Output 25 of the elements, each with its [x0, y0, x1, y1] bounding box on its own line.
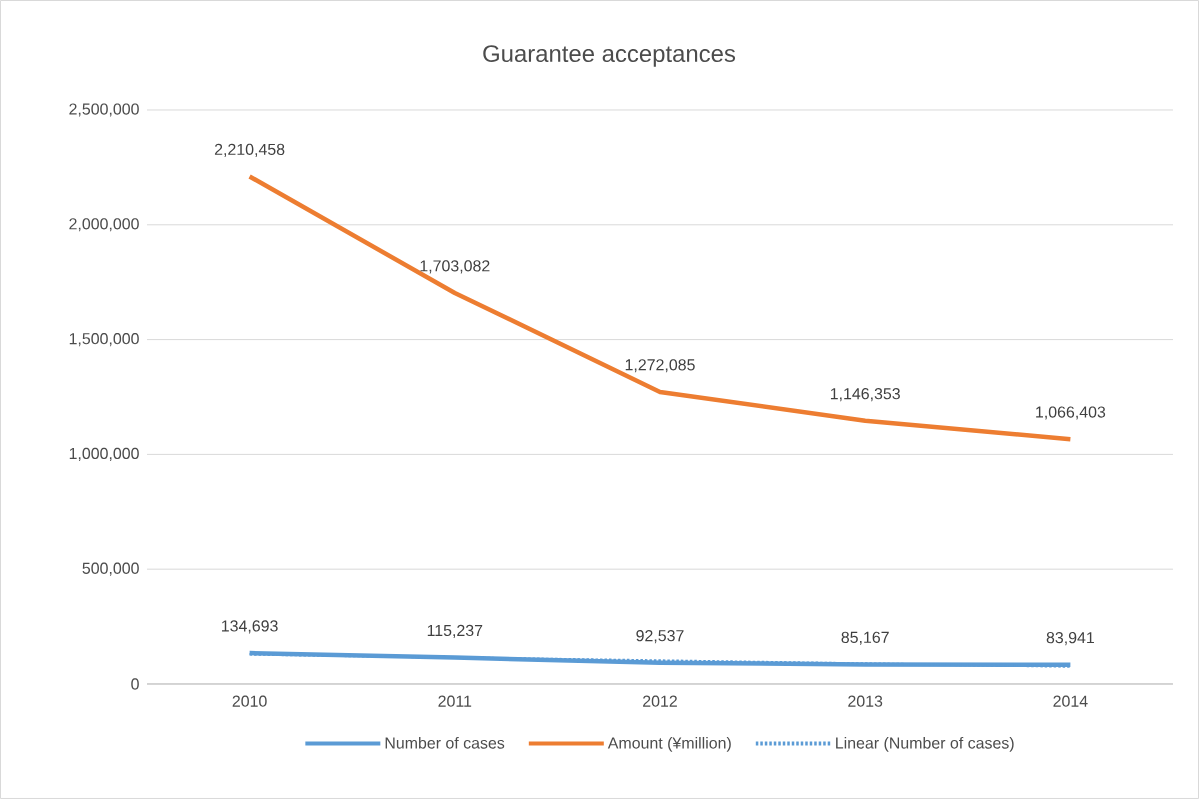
legend-label: Number of cases: [385, 736, 505, 749]
data-label: 1,146,353: [830, 388, 900, 402]
y-tick-label: 2,500,000: [69, 103, 139, 117]
legend-label: Linear (Number of cases): [836, 736, 1014, 752]
y-tick-label: 0: [131, 678, 139, 690]
y-tick-label: 2,000,000: [69, 218, 139, 232]
x-tick-label: 2012: [643, 695, 677, 707]
y-tick-label: 1,500,000: [69, 333, 139, 347]
data-label: 1,066,403: [1036, 406, 1106, 420]
x-tick-label: 2014: [1053, 695, 1088, 707]
legend-label: Amount (¥million): [607, 736, 731, 752]
data-label: 92,537: [636, 630, 684, 644]
data-label: 134,693: [222, 620, 278, 634]
data-label: 85,167: [841, 631, 889, 645]
data-label: 1,703,082: [420, 260, 490, 274]
chart-title: Guarantee acceptances: [483, 45, 736, 67]
x-tick-label: 2011: [438, 695, 472, 707]
data-label: 1,272,085: [625, 359, 695, 373]
y-tick-label: 500,000: [82, 562, 139, 576]
y-tick-label: 1,000,000: [69, 447, 139, 461]
x-tick-label: 2010: [232, 695, 267, 707]
data-label: 115,237: [427, 624, 483, 638]
data-label: 83,941: [1046, 631, 1094, 646]
data-label: 2,210,458: [214, 143, 285, 157]
x-tick-label: 2013: [848, 695, 883, 707]
